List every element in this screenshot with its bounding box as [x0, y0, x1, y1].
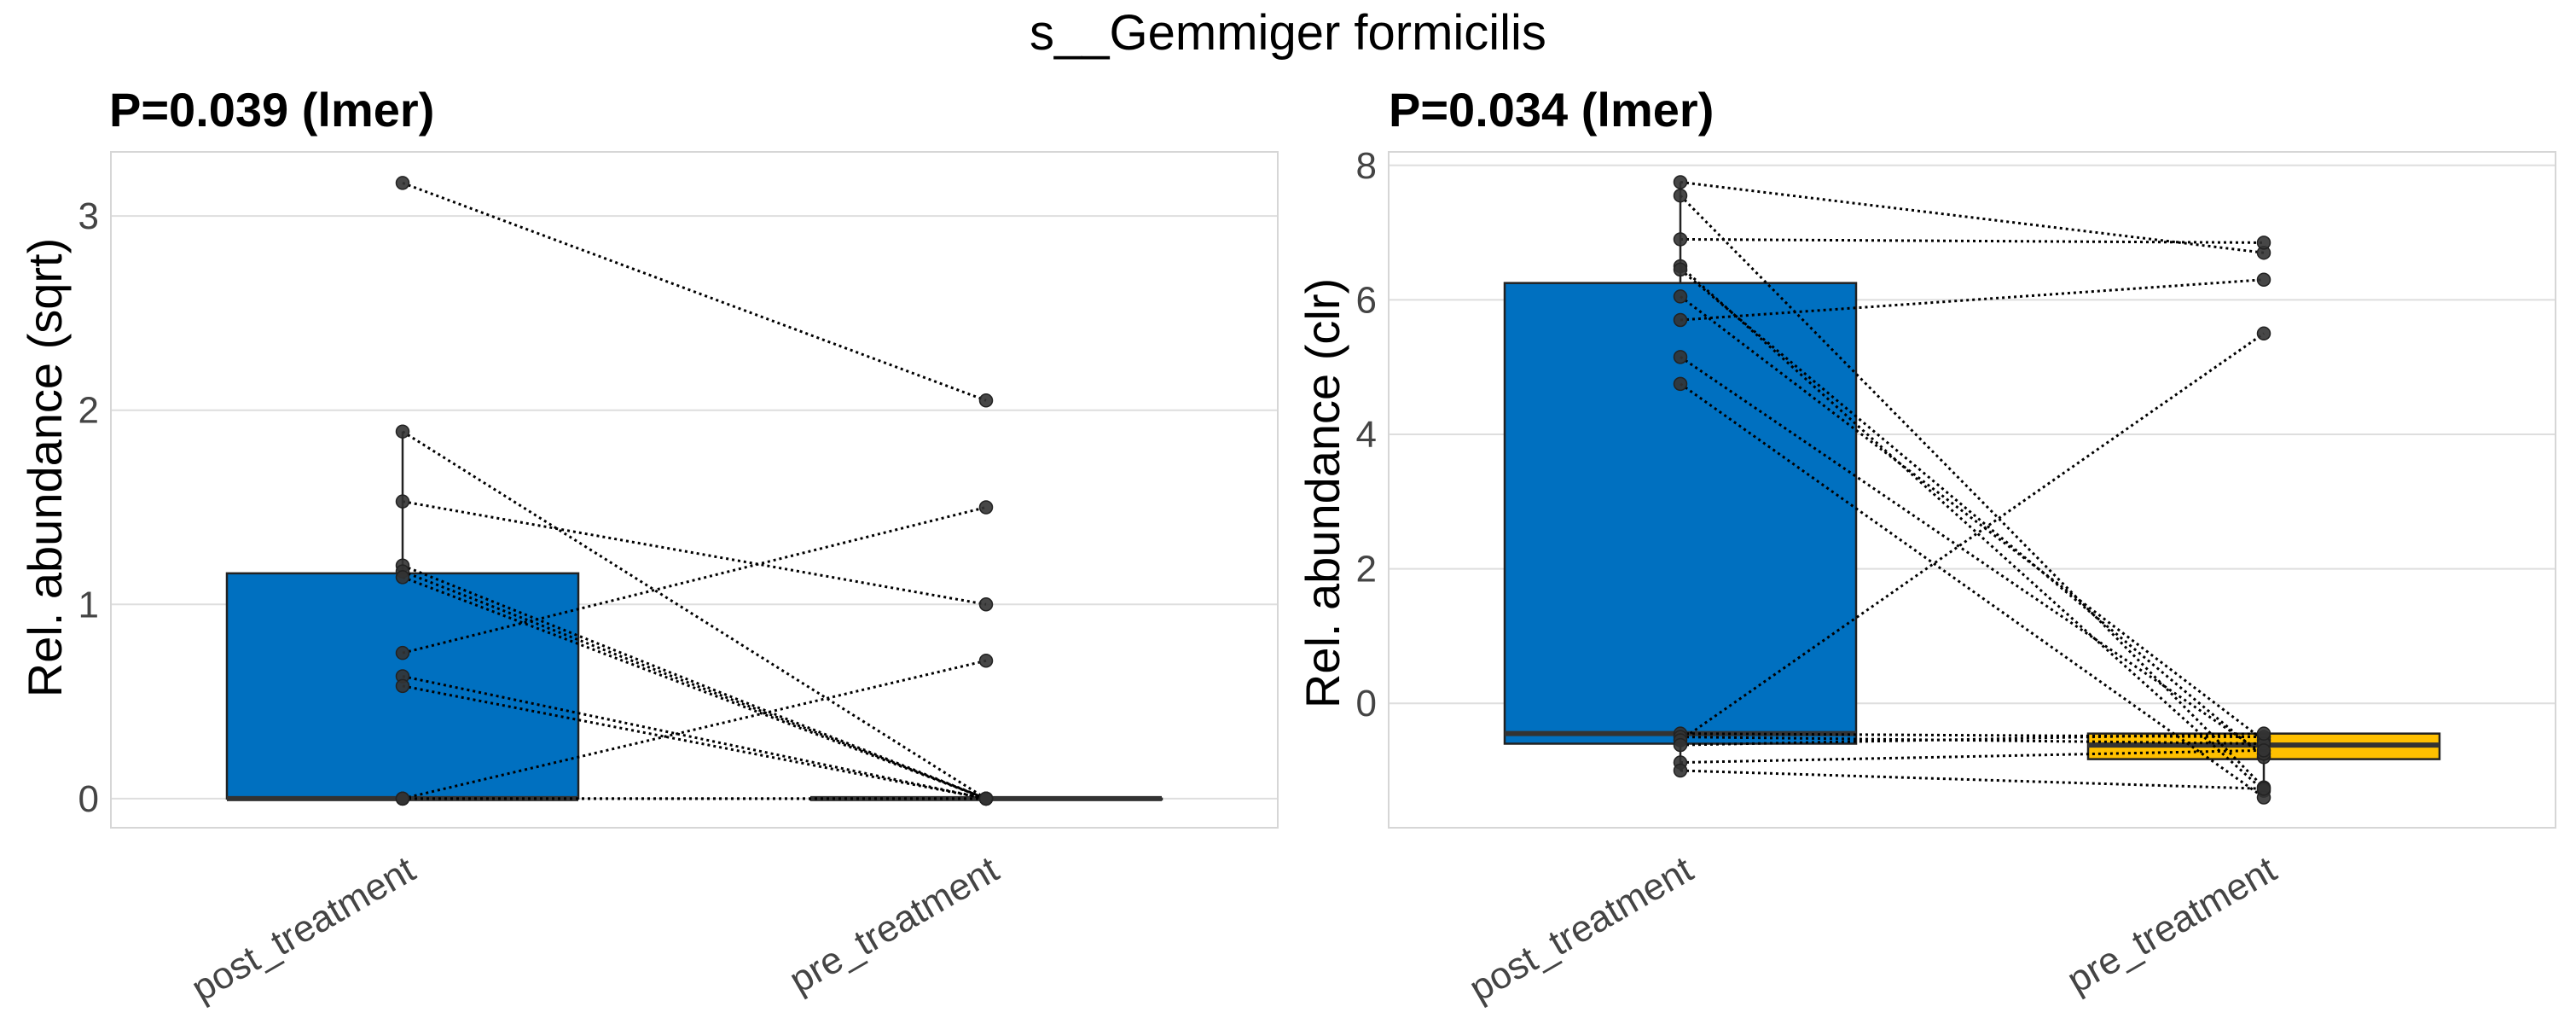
right-x-tick-label: pre_treatment	[2060, 848, 2283, 1001]
left-x-ticks: post_treatment pre_treatment	[184, 848, 1006, 1009]
left-point-pre	[978, 500, 994, 515]
right-x-tick-label: post_treatment	[1462, 848, 1700, 1009]
left-x-tick-label: pre_treatment	[782, 848, 1006, 1001]
right-pair-line	[1680, 769, 2265, 790]
right-point-post	[1673, 175, 1688, 189]
left-point-post	[395, 791, 410, 806]
left-x-tick-label: post_treatment	[184, 848, 422, 1009]
right-y-tick-label: 6	[1356, 279, 1377, 321]
left-y-tick-label: 0	[78, 778, 99, 820]
right-pair-line	[1679, 195, 2266, 788]
right-point-post	[1673, 312, 1688, 328]
right-point-pre	[2256, 782, 2271, 796]
right-point-post	[1673, 350, 1688, 364]
right-point-post	[1673, 289, 1688, 304]
right-pair-line	[1680, 732, 2265, 739]
right-pair-lines	[1679, 180, 2266, 799]
right-point-pre	[2256, 236, 2271, 250]
right-y-ticks: 0 2 4 6 8	[1356, 145, 1377, 724]
left-points	[395, 176, 994, 806]
right-pair-line	[1680, 732, 2265, 747]
right-panel-title: P=0.034 (lmer)	[1389, 83, 1714, 137]
right-y-tick-label: 0	[1356, 683, 1377, 724]
right-point-pre	[2256, 726, 2271, 741]
right-pair-line	[1680, 237, 2265, 244]
right-point-post	[1673, 376, 1688, 392]
left-point-pre	[978, 393, 994, 408]
right-y-axis-label: Rel. abundance (clr)	[1296, 278, 1349, 708]
right-point-post	[1673, 763, 1688, 778]
left-point-post	[395, 494, 410, 509]
left-pair-line	[402, 659, 987, 800]
right-pair-line	[1680, 180, 2265, 254]
right-point-pre	[2256, 743, 2271, 758]
right-point-post	[1673, 188, 1688, 203]
left-point-pre	[978, 791, 994, 806]
right-point-pre	[2256, 326, 2271, 341]
right-x-ticks: post_treatment pre_treatment	[1462, 848, 2283, 1009]
right-pair-line	[1680, 332, 2265, 742]
left-point-post	[395, 176, 410, 190]
right-point-pre	[2256, 272, 2271, 287]
right-point-post	[1673, 262, 1688, 277]
left-boxes	[225, 431, 1163, 801]
left-plot-frame	[110, 151, 1279, 829]
right-pair-line	[1680, 268, 2265, 759]
left-point-pre	[978, 654, 994, 668]
left-point-pre	[978, 597, 994, 612]
left-y-tick-label: 3	[78, 195, 99, 237]
left-point-post	[395, 678, 410, 694]
left-point-post	[395, 570, 410, 585]
right-points	[1673, 175, 2271, 805]
right-y-tick-label: 4	[1356, 414, 1377, 456]
left-point-post	[395, 645, 410, 660]
left-y-tick-label: 2	[78, 390, 99, 432]
left-pair-lines	[402, 182, 987, 800]
right-pair-line	[1680, 295, 2265, 742]
left-pair-line	[402, 430, 987, 800]
left-y-ticks: 0 1 2 3	[78, 195, 99, 820]
left-pair-line	[402, 506, 987, 655]
right-point-post	[1673, 737, 1688, 753]
right-pair-line	[1680, 748, 2265, 765]
left-y-axis-label: Rel. abundance (sqrt)	[18, 238, 72, 698]
right-pair-line	[1680, 736, 2265, 745]
left-y-tick-label: 1	[78, 584, 99, 625]
left-pair-line	[402, 182, 987, 402]
left-point-post	[395, 424, 410, 439]
right-y-tick-label: 8	[1356, 145, 1377, 187]
left-pair-line	[402, 675, 987, 800]
right-pair-line	[1680, 356, 2265, 755]
left-panel-sqrt: P=0.039 (lmer) Rel. abundance (sqrt) 0 1 2…	[18, 83, 1279, 1009]
right-y-tick-label: 2	[1356, 549, 1377, 591]
left-panel-title: P=0.039 (lmer)	[109, 83, 434, 137]
right-panel-clr: P=0.034 (lmer) Rel. abundance (clr) 0 2 4 6…	[1296, 83, 2556, 1009]
figure-title: s__Gemmiger formicilis	[1030, 5, 1546, 61]
left-pair-line	[402, 576, 987, 800]
right-pair-line	[1680, 278, 2265, 322]
right-point-post	[1673, 232, 1688, 247]
right-plot-frame	[1388, 151, 2556, 829]
